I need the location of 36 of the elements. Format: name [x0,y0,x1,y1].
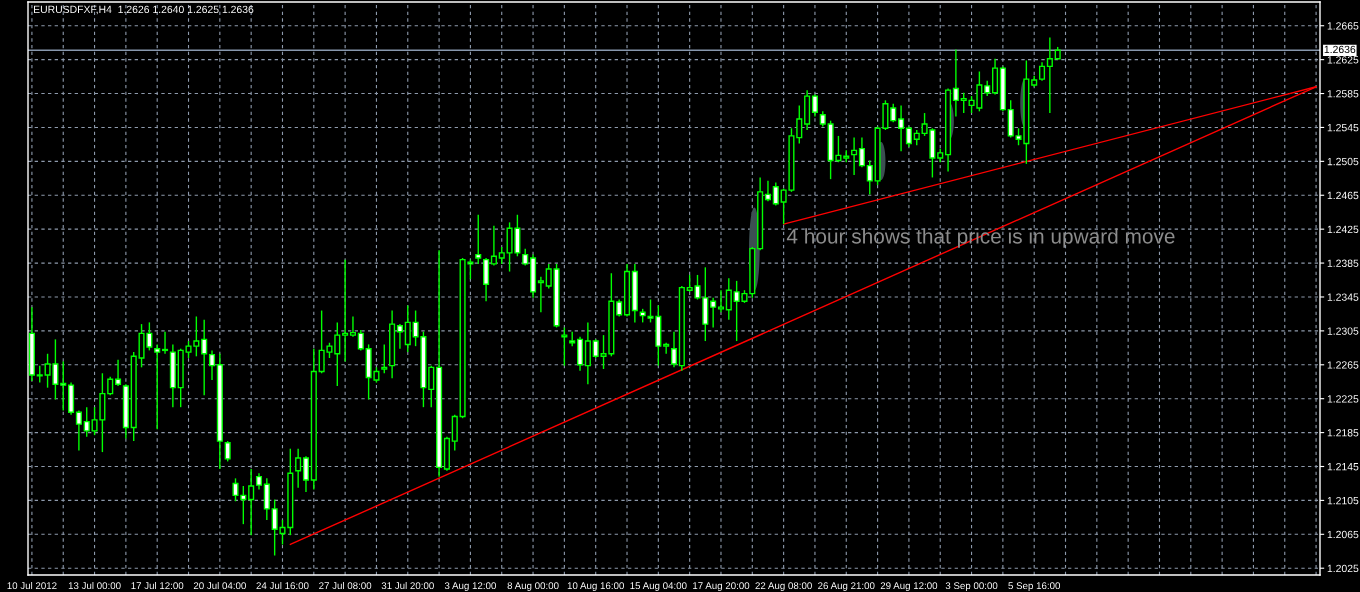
x-tick-label: 8 Aug 00:00 [507,582,559,592]
y-tick-label: 1.2665 [1327,22,1359,30]
y-tick-label: 1.2385 [1327,259,1359,267]
y-tick-label: 1.2465 [1327,191,1359,200]
y-tick-label: 1.2425 [1327,225,1359,234]
x-tick-label: 5 Sep 16:00 [1008,582,1061,592]
y-tick-label: 1.2105 [1327,496,1359,505]
ref-line-label: 1.2636 [1324,45,1356,54]
x-tick-label: 26 Aug 21:00 [818,582,875,592]
y-tick-label: 1.2585 [1327,90,1359,98]
y-tick-label: 1.2185 [1327,429,1359,437]
y-tick-label: 1.2345 [1327,293,1359,301]
y-tick-label: 1.2505 [1327,157,1359,166]
y-tick-label: 1.2545 [1327,123,1359,132]
y-tick-label: 1.2305 [1327,327,1359,335]
x-tick-label: 17 Jul 12:00 [131,581,184,590]
y-tick-label: 1.2025 [1327,564,1359,573]
y-tick-label: 1.2225 [1327,395,1359,403]
x-tick-label: 31 Jul 20:00 [381,581,434,590]
x-tick-label: 29 Aug 12:00 [880,582,938,592]
x-tick-label: 27 Jul 08:00 [319,581,372,590]
x-tick-label: 10 Jul 2012 [7,581,57,590]
y-tick-label: 1.2625 [1327,56,1359,64]
chart-title: EURUSDFXF,H4 1.2626 1.2640 1.2625 1.2636 [34,5,254,15]
x-tick-label: 17 Aug 20:00 [693,582,750,592]
x-tick-label: 24 Jul 16:00 [256,581,309,590]
x-tick-label: 15 Aug 04:00 [630,582,687,592]
y-tick-label: 1.2145 [1327,463,1359,471]
y-tick-label: 1.2265 [1327,361,1359,369]
x-tick-label: 3 Aug 12:00 [444,582,496,592]
x-tick-label: 22 Aug 08:00 [755,582,812,592]
x-tick-label: 20 Jul 04:00 [193,581,246,590]
x-tick-label: 13 Jul 00:00 [68,581,121,590]
y-tick-label: 1.2065 [1327,530,1359,539]
x-tick-label: 10 Aug 16:00 [567,582,624,592]
x-tick-label: 3 Sep 00:00 [945,582,998,592]
